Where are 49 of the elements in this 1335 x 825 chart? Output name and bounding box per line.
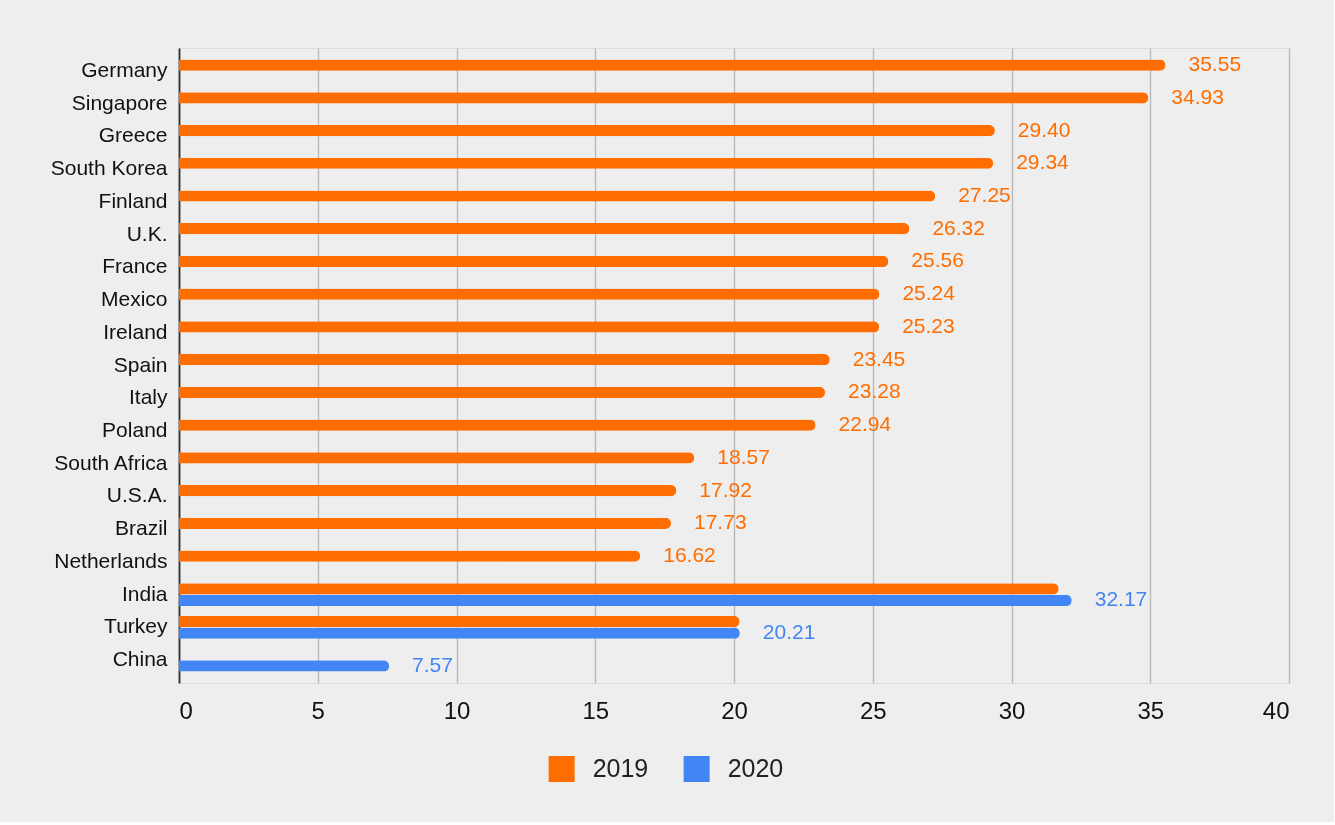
y-tick-label: Brazil bbox=[114, 516, 168, 540]
data-label: 25.24 bbox=[902, 281, 956, 305]
y-tick-label: Germany bbox=[81, 57, 168, 81]
data-label: 25.23 bbox=[902, 313, 955, 337]
data-label: 18.57 bbox=[717, 444, 770, 468]
data-label: 35.55 bbox=[1188, 52, 1242, 76]
data-label: 17.73 bbox=[694, 510, 747, 534]
y-tick-label: South Africa bbox=[54, 450, 168, 474]
data-label: 7.57 bbox=[412, 652, 453, 676]
legend-label: 2019 bbox=[592, 754, 649, 782]
x-tick-label: 5 bbox=[311, 696, 325, 724]
y-tick-label: France bbox=[102, 254, 168, 278]
x-tick-label: 20 bbox=[721, 696, 748, 724]
y-tick-label: India bbox=[121, 581, 168, 605]
y-tick-label: Italy bbox=[128, 385, 168, 409]
y-tick-label: Ireland bbox=[103, 319, 168, 343]
data-label: 23.28 bbox=[848, 379, 901, 403]
data-label: 20.21 bbox=[762, 620, 816, 644]
data-label: 22.94 bbox=[838, 412, 892, 436]
x-tick-label: 0 bbox=[179, 696, 193, 724]
x-tick-label: 15 bbox=[582, 696, 610, 724]
data-label: 29.34 bbox=[1016, 150, 1070, 174]
y-tick-label: U.S.A. bbox=[106, 483, 168, 507]
x-tick-label: 40 bbox=[1262, 696, 1290, 724]
y-tick-label: Mexico bbox=[100, 287, 168, 311]
data-label: 29.40 bbox=[1017, 117, 1071, 141]
data-label: 27.25 bbox=[958, 183, 1011, 206]
y-tick-label: China bbox=[112, 647, 168, 671]
data-label: 16.62 bbox=[663, 543, 716, 567]
data-label: 26.32 bbox=[932, 215, 985, 239]
y-tick-label: Turkey bbox=[104, 614, 168, 638]
y-tick-label: South Korea bbox=[50, 156, 168, 180]
data-label: 23.45 bbox=[852, 346, 906, 370]
data-label: 34.93 bbox=[1171, 84, 1224, 108]
x-tick-label: 10 bbox=[443, 696, 471, 724]
x-tick-label: 25 bbox=[859, 696, 887, 724]
y-tick-label: Greece bbox=[98, 123, 168, 147]
y-tick-label: Netherlands bbox=[54, 548, 168, 572]
y-tick-label: Spain bbox=[113, 352, 168, 376]
y-tick-label: Finland bbox=[98, 188, 168, 212]
legend-label: 2020 bbox=[727, 754, 784, 782]
x-tick-label: 35 bbox=[1137, 696, 1165, 724]
y-tick-label: Poland bbox=[102, 417, 168, 441]
data-label: 32.17 bbox=[1094, 587, 1148, 611]
data-label: 25.56 bbox=[911, 248, 964, 272]
x-tick-label: 30 bbox=[998, 696, 1026, 724]
data-label: 17.92 bbox=[699, 477, 752, 501]
y-tick-label: U.K. bbox=[126, 221, 168, 245]
y-tick-label: Singapore bbox=[71, 90, 168, 114]
